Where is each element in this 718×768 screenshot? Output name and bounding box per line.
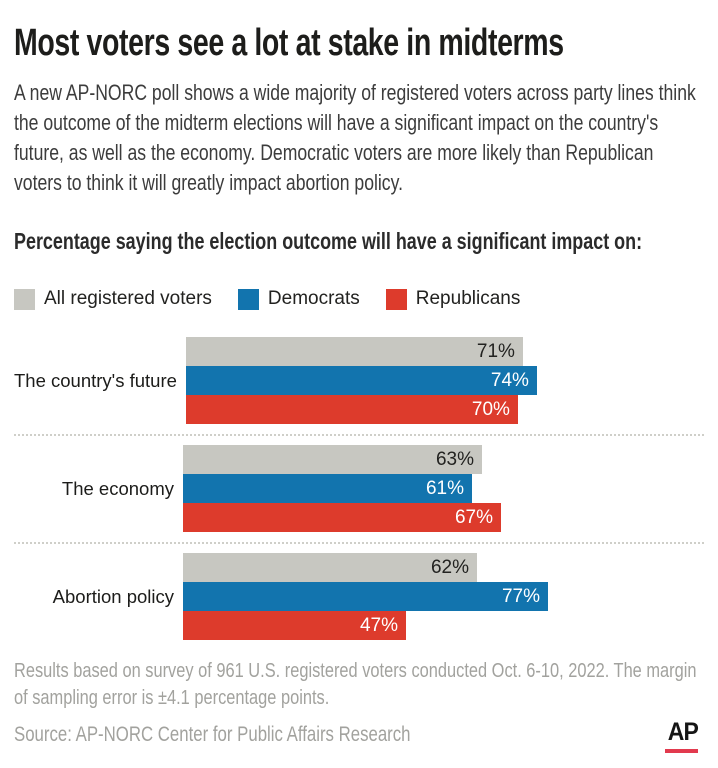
ap-logo: AP [665, 718, 699, 753]
bar-republicans: 70% [185, 395, 518, 424]
bar-all-registered-voters: 63% [183, 445, 482, 474]
bar-value-label: 71% [476, 341, 515, 362]
legend-item: All registered voters [14, 288, 212, 310]
source-row: Source: AP-NORC Center for Public Affair… [14, 718, 702, 758]
page-title: Most voters see a lot at stake in midter… [14, 22, 564, 64]
legend-label: Democrats [267, 288, 360, 309]
group-separator [14, 434, 704, 436]
legend-swatch [14, 288, 35, 310]
source-credit: Source: AP-NORC Center for Public Affair… [14, 723, 411, 746]
bar-group: Abortion policy 62% 77% 47% [14, 553, 704, 640]
legend-item: Republicans [385, 288, 521, 310]
bar-value-label: 77% [501, 586, 540, 607]
bar-group: The economy 63% 61% 67% [14, 445, 704, 532]
legend-label: Republicans [415, 288, 521, 309]
legend-swatch [385, 288, 407, 310]
bar-value-label: 67% [454, 507, 493, 528]
legend-label: All registered voters [44, 288, 212, 309]
chart-heading: Percentage saying the election outcome w… [14, 228, 643, 254]
ap-logo-letters: AP [667, 718, 699, 746]
bar-democrats: 74% [185, 366, 537, 395]
bar-value-label: 74% [490, 370, 529, 391]
category-label: Abortion policy [52, 585, 174, 607]
bar-value-label: 63% [435, 449, 474, 470]
bar-democrats: 77% [183, 582, 548, 611]
chart-legend: All registered voters Democrats Republican… [14, 287, 704, 311]
legend-item: Democrats [237, 288, 360, 310]
bars-cell: 63% 61% 67% [183, 445, 704, 532]
category-label: The economy [61, 477, 174, 499]
bar-all-registered-voters: 62% [183, 553, 477, 582]
bar-group: The country's future 71% 74% 70% [14, 337, 704, 424]
bar-republicans: 47% [183, 611, 406, 640]
bar-value-label: 61% [425, 478, 464, 499]
bar-value-label: 70% [471, 399, 510, 420]
ap-logo-red-bar [665, 749, 698, 753]
bar-republicans: 67% [183, 503, 501, 532]
category-label: The country's future [14, 369, 177, 391]
bar-value-label: 47% [359, 615, 398, 636]
bar-value-label: 62% [430, 557, 469, 578]
intro-paragraph: A new AP-NORC poll shows a wide majority… [14, 80, 696, 195]
bar-all-registered-voters: 71% [185, 337, 523, 366]
bars-cell: 62% 77% 47% [183, 553, 704, 640]
bar-chart: The country's future 71% 74% 70% The economy… [14, 337, 704, 640]
methodology-note: Results based on survey of 961 U.S. regi… [14, 659, 697, 709]
bar-democrats: 61% [183, 474, 472, 503]
legend-swatch [237, 288, 259, 310]
group-separator [14, 542, 704, 544]
bars-cell: 71% 74% 70% [185, 337, 704, 424]
